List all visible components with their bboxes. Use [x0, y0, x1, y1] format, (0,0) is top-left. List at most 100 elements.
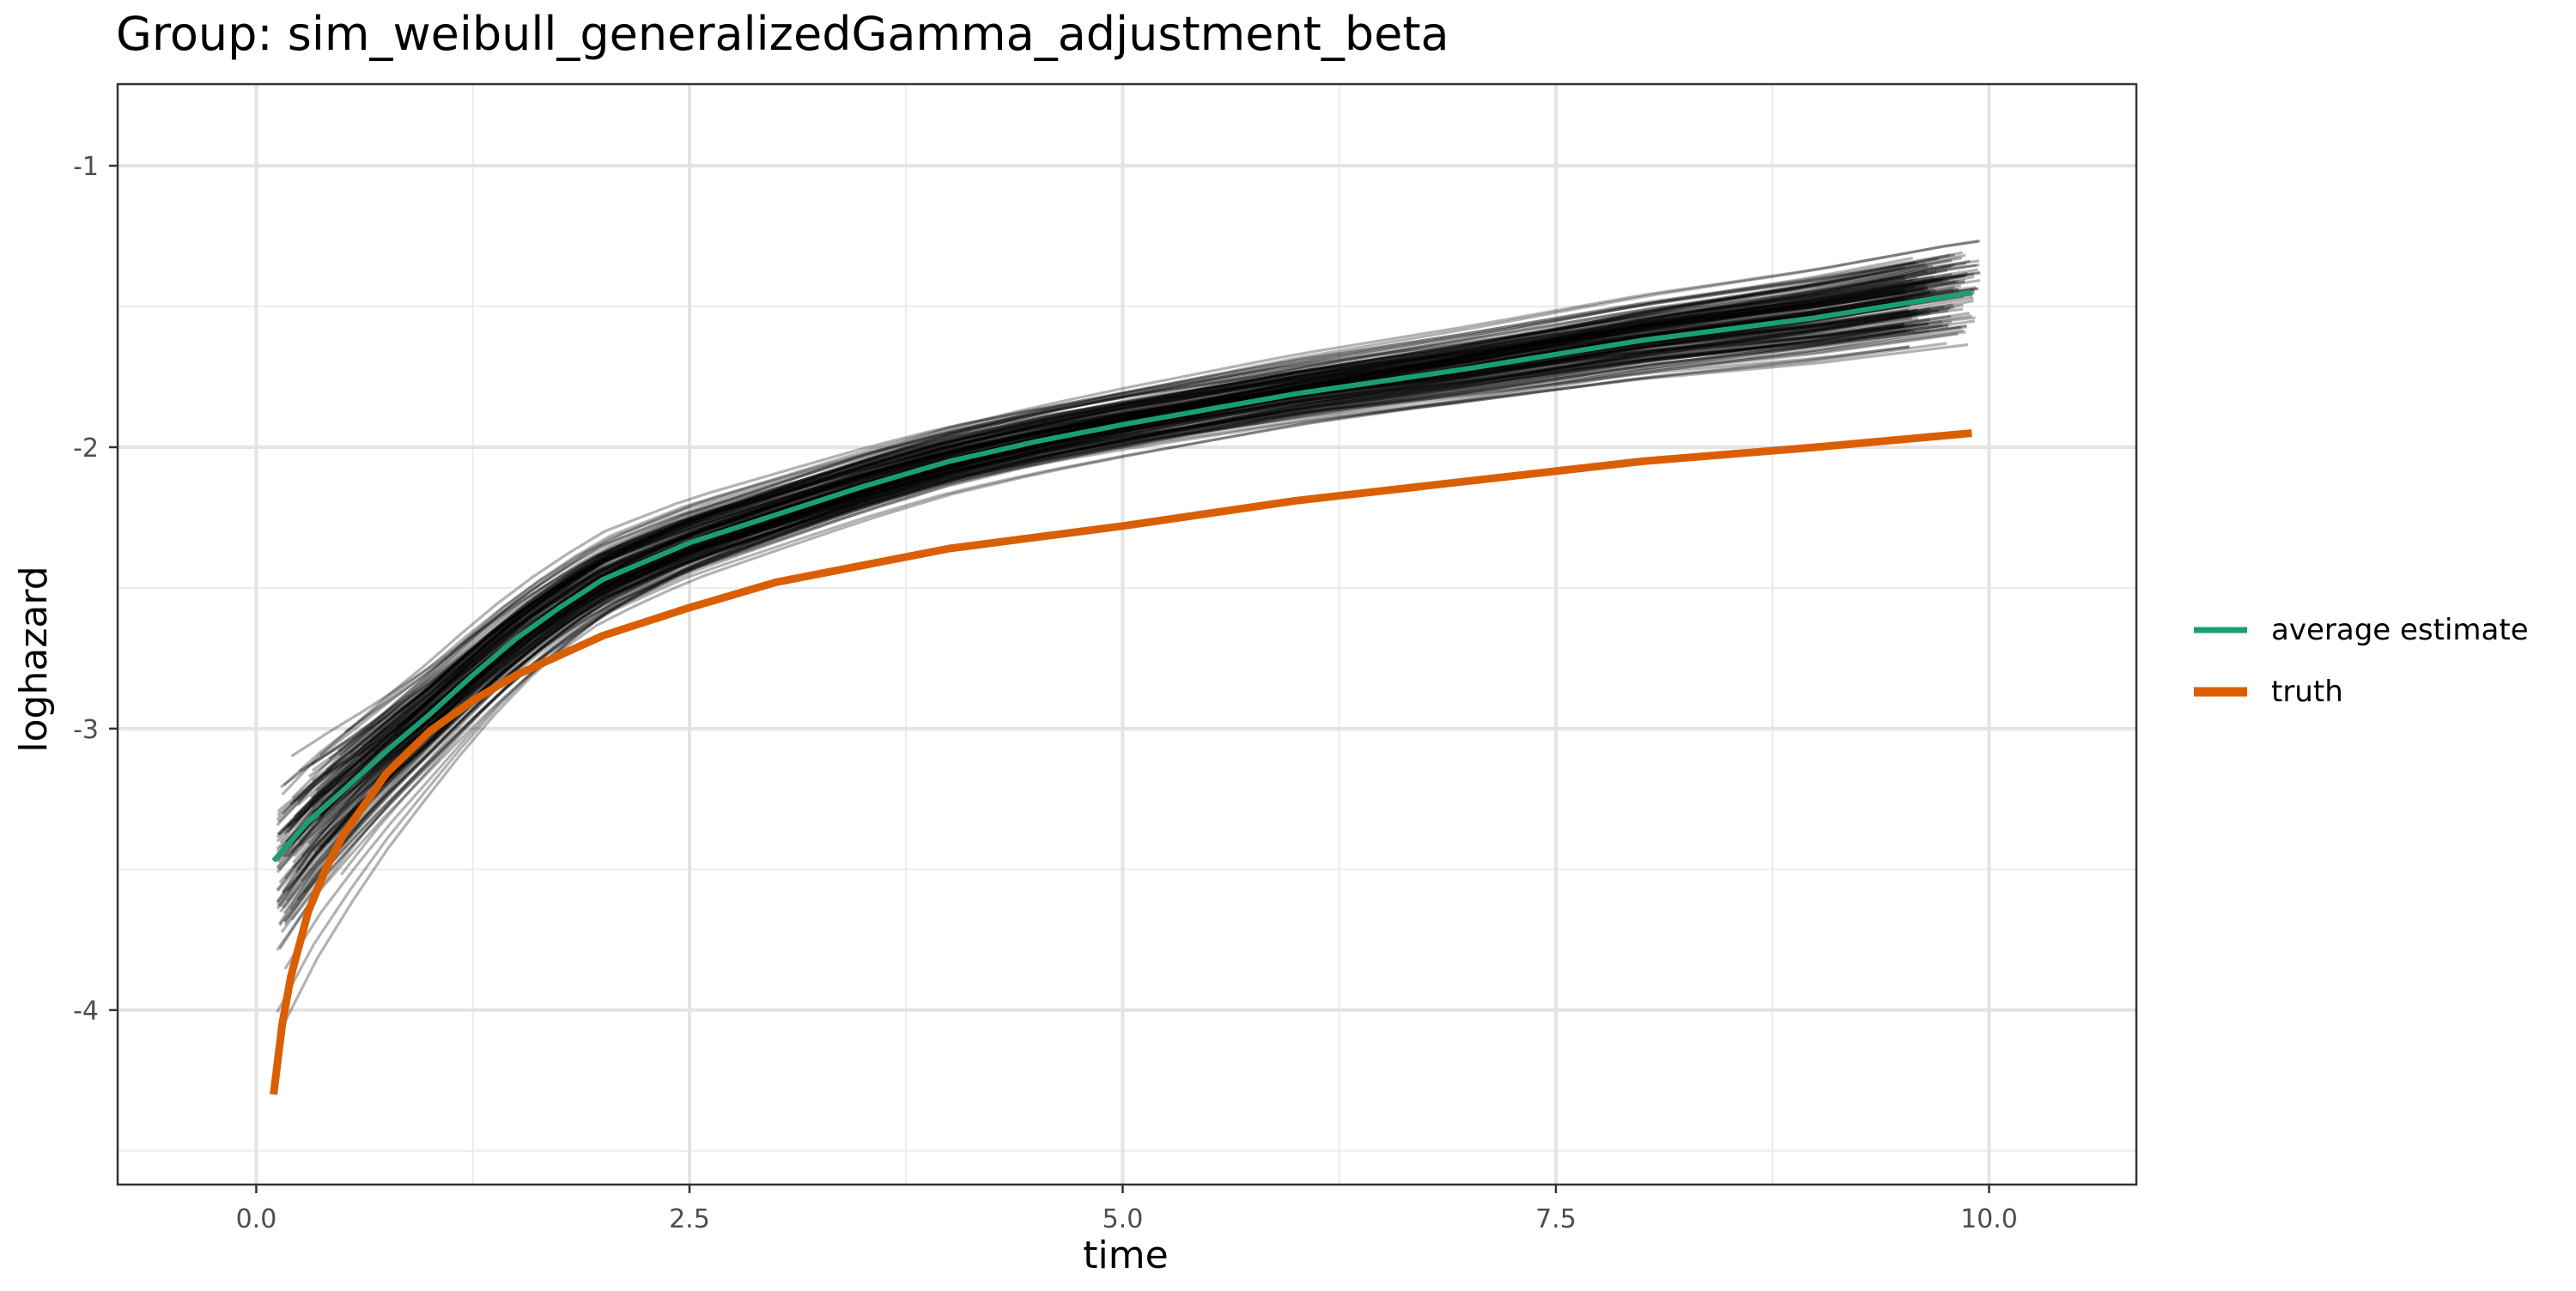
simulation-line	[289, 258, 1953, 830]
chart-title: Group: sim_weibull_generalizedGamma_adju…	[116, 7, 1449, 61]
simulation-line	[285, 332, 1959, 843]
simulation-line	[424, 257, 1963, 719]
simulation-line	[276, 276, 1946, 857]
simulation-line	[295, 324, 1908, 874]
simulation-line	[392, 261, 1918, 735]
simulation-line	[291, 322, 1929, 799]
simulation-line	[276, 284, 1962, 870]
simulation-line	[296, 288, 1960, 817]
simulation-line	[282, 345, 1911, 909]
panel-background	[118, 84, 2136, 1185]
simulation-line	[301, 306, 1955, 858]
simulation-line	[298, 320, 1943, 773]
simulation-line	[284, 323, 1929, 858]
simulation-line	[283, 279, 1959, 786]
y-tick-label: -2	[73, 433, 99, 464]
simulation-line	[394, 289, 1937, 749]
simulation-line	[279, 291, 1971, 913]
simulation-line	[402, 309, 1917, 715]
simulation-line	[368, 312, 1970, 802]
simulation-line	[281, 330, 1916, 849]
simulation-line	[380, 303, 1964, 759]
simulation-line	[278, 263, 1980, 950]
simulation-line	[300, 265, 1906, 882]
simulation-line	[415, 288, 1935, 712]
truth-line	[270, 429, 1972, 1095]
simulation-line	[344, 286, 1977, 734]
simulation-line	[298, 288, 1974, 847]
simulation-line	[296, 274, 1907, 807]
simulation-line	[276, 259, 1980, 864]
simulation-line	[312, 239, 1981, 800]
x-axis-ticks: 0.0 2.5 5.0 7.5 10.0	[236, 1185, 2018, 1234]
simulation-line	[331, 342, 1947, 793]
x-tick-label: 10.0	[1960, 1204, 2018, 1234]
simulation-line	[387, 320, 1953, 771]
simulation-lines	[276, 239, 1981, 1029]
simulation-line	[359, 288, 1959, 765]
simulation-line	[276, 278, 1949, 910]
simulation-line	[319, 275, 1934, 757]
simulation-line	[338, 291, 1909, 757]
simulation-line	[283, 271, 1968, 835]
simulation-line	[276, 257, 1914, 851]
simulation-line	[276, 283, 1928, 836]
simulation-line	[339, 292, 1955, 797]
simulation-line	[276, 239, 1979, 827]
simulation-line	[369, 324, 1967, 795]
simulation-line	[313, 276, 1918, 853]
y-axis-label: loghazard	[12, 566, 56, 752]
simulation-line	[319, 299, 1934, 819]
series-lines	[270, 289, 1972, 1095]
simulation-line	[283, 264, 1934, 970]
plot-panel	[118, 84, 2136, 1185]
y-tick-label: -4	[73, 997, 99, 1027]
simulation-line	[282, 253, 1951, 858]
simulation-line	[286, 291, 1905, 902]
simulation-line	[276, 345, 1910, 823]
panel-frame	[116, 82, 2138, 1186]
simulation-line	[325, 307, 1964, 771]
simulation-line	[292, 297, 1942, 869]
simulation-line	[294, 309, 1908, 841]
average-estimate-line	[271, 289, 1972, 863]
x-tick-label: 0.0	[236, 1204, 277, 1234]
simulation-line	[276, 278, 1938, 906]
simulation-line	[290, 277, 1936, 846]
simulation-line	[307, 324, 1949, 778]
simulation-line	[276, 311, 1924, 813]
simulation-line	[281, 300, 1929, 796]
legend-label: average estimate	[2271, 613, 2529, 647]
simulation-line	[392, 253, 1966, 766]
simulation-line	[280, 270, 1928, 933]
simulation-line	[289, 288, 1906, 806]
simulation-line	[281, 251, 1964, 894]
simulation-line	[276, 280, 1965, 821]
simulation-line	[395, 278, 1965, 738]
simulation-line	[280, 288, 1923, 789]
legend: average estimate truth	[2194, 613, 2529, 709]
simulation-line	[324, 323, 1917, 776]
x-tick-label: 2.5	[669, 1204, 710, 1234]
simulation-line	[319, 280, 1926, 816]
simulation-line	[334, 324, 1905, 782]
simulation-line	[276, 313, 1917, 839]
simulation-line	[276, 316, 1976, 862]
simulation-line	[319, 319, 1976, 849]
x-tick-label: 7.5	[1535, 1204, 1577, 1234]
simulation-line	[276, 317, 1912, 869]
simulation-line	[326, 287, 1929, 843]
simulation-line	[283, 325, 1961, 923]
simulation-line	[292, 257, 1940, 803]
y-tick-label: -3	[73, 715, 99, 745]
simulation-line	[309, 286, 1925, 798]
y-tick-label: -1	[73, 152, 99, 182]
simulation-line	[383, 296, 1931, 762]
simulation-line	[279, 323, 1905, 844]
simulation-line	[357, 269, 1948, 758]
simulation-line	[343, 329, 1929, 792]
simulation-line	[316, 288, 1927, 795]
simulation-line	[276, 253, 1956, 903]
simulation-line	[337, 261, 1916, 752]
